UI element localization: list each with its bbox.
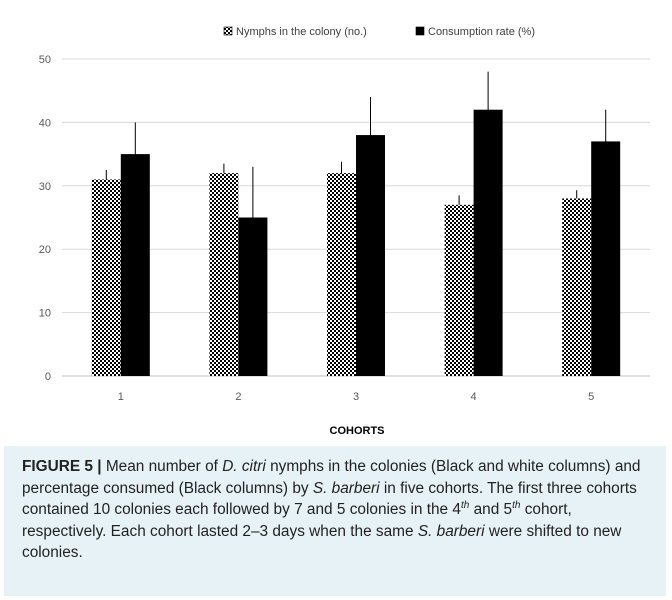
- y-tick-label: 0: [45, 371, 51, 383]
- legend-nymphs-swatch: [223, 26, 233, 36]
- x-tick-label: 3: [353, 391, 359, 403]
- bar-nymphs: [327, 173, 356, 376]
- legend-consumption-label: Consumption rate (%): [428, 26, 535, 38]
- legend-consumption-swatch: [415, 26, 425, 36]
- bar-chart: 0 10 20 30 40 50 1 2 3 4 5 Nymphs in the colony (…: [39, 26, 650, 437]
- chart-area: 0 10 20 30 40 50 1 2 3 4 5 Nymphs in the colony (…: [39, 26, 650, 437]
- bars: [91, 109, 621, 376]
- bar-consumption: [473, 109, 503, 376]
- caption-superscript: th: [512, 500, 521, 512]
- bar-nymphs: [562, 198, 592, 376]
- caption-text: Mean number of: [101, 458, 223, 475]
- caption-superscript: th: [460, 500, 470, 512]
- x-tick-label: 5: [588, 391, 594, 403]
- figure-caption: FIGURE 5 | Mean number of D. citri nymph…: [4, 446, 666, 596]
- caption-text: nymphs in the colonies (Black and white …: [22, 458, 641, 497]
- bar-consumption: [120, 154, 150, 376]
- caption-text: were shifted to new colonies.: [22, 522, 622, 562]
- x-tick-label: 4: [471, 391, 477, 403]
- y-axis-ticks: 0 10 20 30 40 50: [39, 54, 51, 383]
- x-axis-label: COHORTS: [330, 425, 385, 437]
- x-tick-label: 1: [118, 391, 124, 403]
- bar-nymphs: [209, 173, 239, 376]
- legend: Nymphs in the colony (no.) Consumption ra…: [223, 26, 535, 38]
- bar-consumption: [591, 141, 621, 376]
- x-tick-label: 2: [235, 391, 241, 403]
- bar-nymphs: [444, 204, 474, 376]
- caption-label: FIGURE 5 |: [22, 458, 102, 475]
- caption-species: S. barberi: [312, 479, 380, 497]
- y-tick-label: 10: [39, 308, 51, 320]
- caption-text: cohort, respectively. Each cohort lasted…: [22, 501, 572, 540]
- legend-nymphs-label: Nymphs in the colony (no.): [236, 26, 367, 38]
- y-tick-label: 40: [39, 117, 51, 129]
- bar-nymphs: [91, 179, 121, 376]
- caption-text: in five cohorts. The first three cohorts…: [22, 479, 637, 519]
- y-tick-label: 20: [39, 244, 51, 256]
- y-tick-label: 50: [39, 54, 51, 66]
- error-bars: [105, 71, 607, 269]
- y-tick-label: 30: [39, 181, 51, 193]
- x-axis-ticks: 1 2 3 4 5: [118, 391, 595, 403]
- caption-text: and 5: [469, 501, 513, 519]
- caption-species: S. barberi: [417, 522, 485, 540]
- bar-consumption: [356, 135, 385, 376]
- caption-species: D. citri: [222, 458, 266, 475]
